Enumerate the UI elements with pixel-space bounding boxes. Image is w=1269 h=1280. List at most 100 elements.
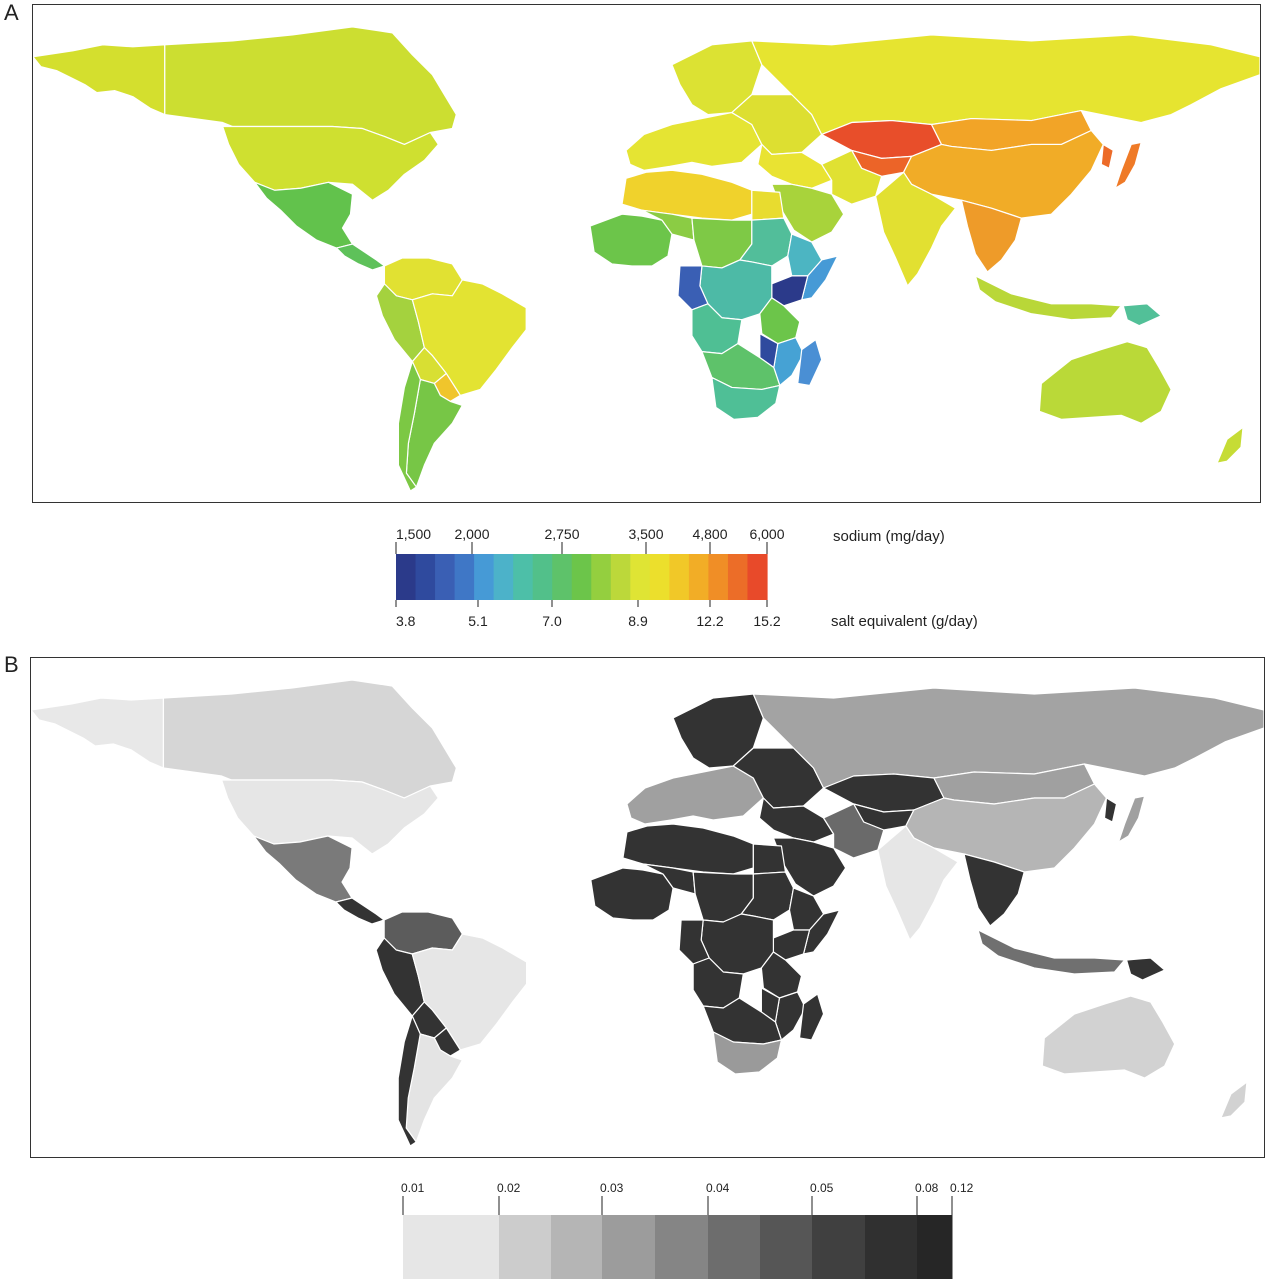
gray-legend-swatch (917, 1215, 953, 1279)
sodium-legend-swatch (669, 554, 690, 600)
map-b-region-australia (1041, 995, 1176, 1079)
map-a-region-middle-east (757, 143, 833, 189)
map-a-region-madagascar (797, 339, 823, 387)
map-b-region-indonesia (977, 929, 1126, 975)
sodium-legend-swatch (610, 554, 631, 600)
map-a-region-se-asia (960, 199, 1022, 273)
map-a (32, 4, 1261, 503)
salt-legend-title: salt equivalent (g/day) (831, 613, 978, 630)
map-b-region-nz (1220, 1081, 1248, 1119)
map-b-region-colombia-venezuela (383, 911, 464, 955)
salt-legend-tick-label: 12.2 (696, 613, 723, 629)
gray-legend-swatch (551, 1215, 603, 1279)
sodium-legend-swatch (396, 554, 417, 600)
map-a-region-alaska (33, 44, 166, 116)
map-b-region-europe-east (732, 747, 825, 809)
sodium-legend-svg: 1,500 2,000 2,750 3,500 4,800 6,000 3.8 5.1 7.0… (395, 526, 978, 630)
panel-a-letter: A (4, 0, 19, 25)
salt-legend-tick-label: 8.9 (628, 613, 648, 629)
map-a-region-europe-east (731, 94, 823, 155)
map-b-region-se-asia (963, 853, 1025, 927)
world-map-sodium (33, 8, 1260, 492)
map-a-region-west-africa (589, 213, 673, 267)
gray-legend-swatch (708, 1215, 761, 1279)
panel-b-letter: B (4, 652, 19, 677)
map-b-region-chile (397, 1015, 421, 1147)
map-a-region-mexico (254, 181, 354, 249)
map-a-region-north-africa (621, 169, 753, 221)
map-a-region-tanzania (759, 297, 801, 345)
map-b-region-alaska (31, 697, 165, 769)
gray-legend-swatch (403, 1215, 500, 1279)
gray-legend-swatch (499, 1215, 552, 1279)
map-b-region-egypt (752, 843, 787, 875)
sodium-legend-swatch (649, 554, 670, 600)
map-a-region-indonesia (974, 275, 1122, 321)
salt-legend-tick-label: 15.2 (753, 613, 780, 629)
salt-legend-tick-label: 3.8 (396, 613, 416, 629)
map-b-region-west-africa (590, 867, 674, 921)
map-b-region-middle-east (758, 797, 835, 843)
map-b-region-india (877, 825, 959, 941)
map-a-region-korea (1100, 143, 1114, 169)
map-a-region-egypt (751, 189, 785, 221)
gray-legend-tick-label: 0.03 (600, 1181, 624, 1195)
map-a-region-greenland (411, 8, 503, 62)
gray-legend-swatch (760, 1215, 813, 1279)
map-b-region-korea (1103, 797, 1118, 823)
map-b-region-europe-west (626, 765, 764, 825)
sodium-legend-top-tick-label: 2,000 (454, 526, 489, 542)
sodium-legend-swatch (688, 554, 710, 600)
gray-legend-tick-label: 0.01 (401, 1181, 425, 1195)
map-b (30, 657, 1265, 1158)
map-a-region-europe-west (625, 111, 763, 171)
map-a-region-japan (1114, 141, 1142, 189)
sodium-legend-title: sodium (mg/day) (833, 528, 945, 545)
gray-legend: 0.01 0.02 0.03 0.04 0.05 0.08 0.12 (390, 1176, 990, 1279)
sodium-legend-swatch (513, 554, 534, 600)
sodium-legend-swatch (493, 554, 514, 600)
gray-legend-colorbar (403, 1215, 953, 1279)
map-b-region-madagascar (798, 993, 825, 1041)
gray-legend-tick-label: 0.12 (950, 1181, 974, 1195)
sodium-legend-swatch (532, 554, 553, 600)
gray-legend-tick-label: 0.02 (497, 1181, 521, 1195)
map-a-region-china-east (902, 129, 1104, 219)
salt-legend-tick-label: 7.0 (542, 613, 562, 629)
gray-legend-tick-label: 0.05 (810, 1181, 834, 1195)
sodium-legend-swatch (591, 554, 612, 600)
map-b-region-russia (752, 687, 1264, 789)
map-a-region-india (875, 171, 957, 287)
gray-legend-svg: 0.01 0.02 0.03 0.04 0.05 0.08 0.12 (401, 1181, 974, 1279)
map-b-region-south-africa (712, 1031, 783, 1075)
map-a-region-chile (397, 360, 421, 492)
gray-legend-swatch (602, 1215, 656, 1279)
map-b-region-china-east (905, 783, 1108, 873)
map-a-region-nz (1216, 426, 1244, 464)
map-b-region-tanzania (760, 951, 803, 999)
gray-legend-tick-label: 0.08 (915, 1181, 939, 1195)
map-a-region-arabia (771, 183, 845, 243)
gray-legend-ticks: 0.01 0.02 0.03 0.04 0.05 0.08 0.12 (401, 1181, 974, 1215)
map-b-region-mexico (253, 835, 353, 903)
world-map-grayscale (31, 679, 1264, 1147)
map-a-region-south-africa (711, 376, 781, 420)
sodium-legend-top-tick-label: 4,800 (692, 526, 727, 542)
map-a-region-central-america (335, 243, 386, 271)
gray-legend-swatch (655, 1215, 709, 1279)
map-a-region-russia (751, 34, 1260, 136)
sodium-legend-top-tick-label: 3,500 (628, 526, 663, 542)
sodium-legend-top-tick-label: 1,500 (396, 526, 431, 542)
sodium-legend-top-tick-label: 6,000 (749, 526, 784, 542)
map-a-region-colombia-venezuela (383, 257, 463, 301)
sodium-legend-swatch (454, 554, 475, 600)
sodium-legend-bottom-ticks: 3.8 5.1 7.0 8.9 12.2 15.2 (395, 600, 781, 629)
map-a-region-png (1122, 303, 1162, 327)
sodium-legend-swatch (708, 554, 729, 600)
gray-legend-tick-label: 0.04 (706, 1181, 730, 1195)
sodium-legend-swatch (747, 554, 768, 600)
sodium-legend-swatch (571, 554, 592, 600)
salt-legend-tick-label: 5.1 (468, 613, 488, 629)
sodium-legend-swatch (474, 554, 495, 600)
gray-legend-swatch (865, 1215, 918, 1279)
